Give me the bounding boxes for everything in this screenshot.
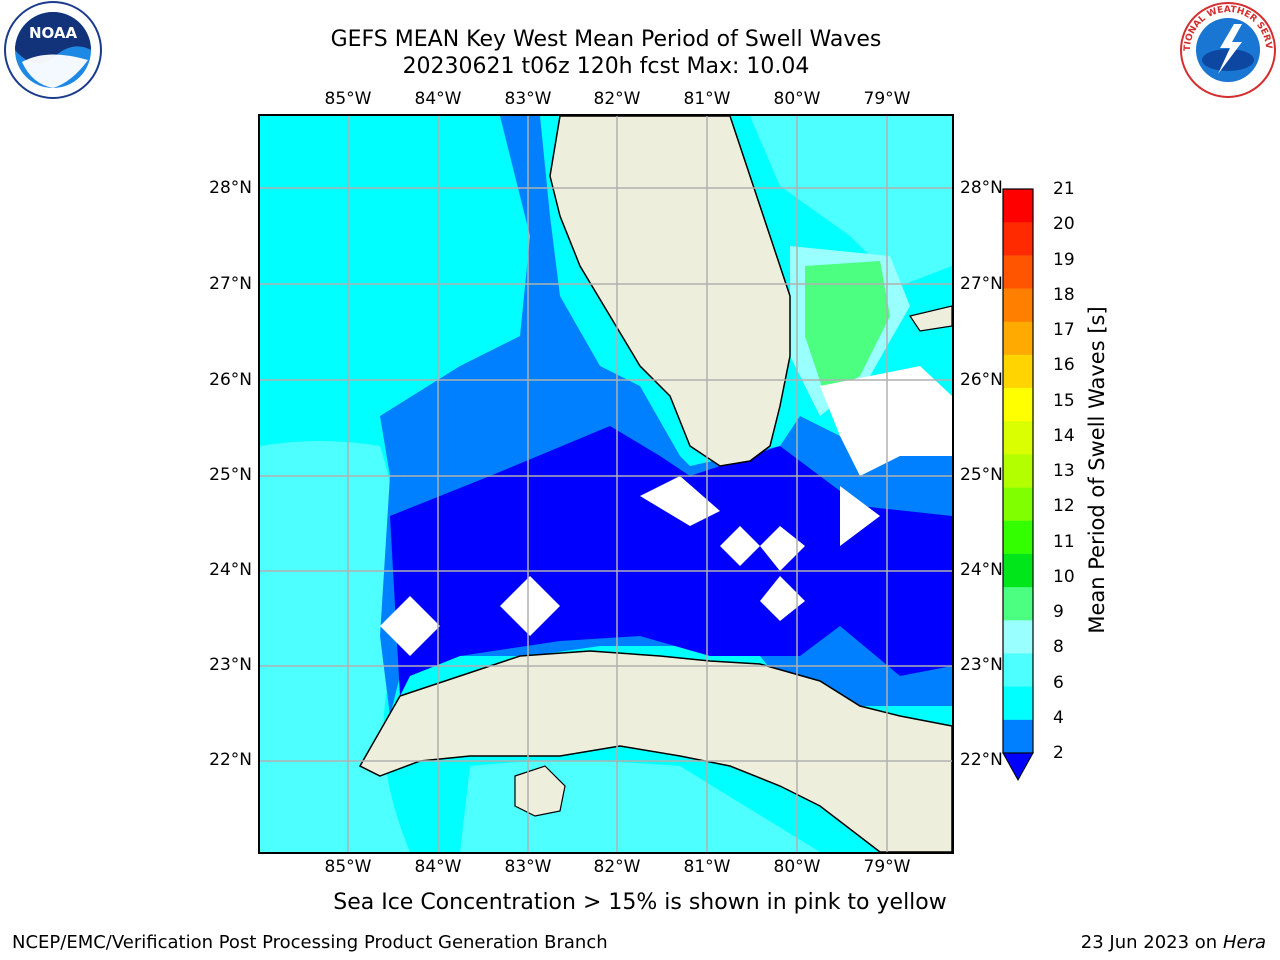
colorbar-frame	[1002, 188, 1034, 754]
noaa-logo: NOAA	[2, 0, 104, 100]
chart-title: GEFS MEAN Key West Mean Period of Swell …	[330, 27, 882, 52]
nws-logo: NATIONAL WEATHER SERVICE	[1172, 0, 1280, 100]
colorbar-tick-label: 9	[1053, 602, 1064, 622]
colorbar-extend-arrow	[1002, 752, 1034, 782]
lat-tick-right: 26°N	[960, 370, 1003, 390]
colorbar-cell	[1003, 686, 1033, 721]
mask-patch	[840, 486, 880, 546]
colorbar-cell	[1003, 321, 1033, 356]
colorbar-tick-label: 4	[1053, 707, 1064, 728]
mask-patch	[820, 366, 952, 476]
footer-date-text: 23 Jun 2023 on	[1080, 932, 1218, 953]
chart-subtitle: 20230621 t06z 120h fcst Max: 10.04	[402, 54, 810, 79]
colorbar-tick-label: 18	[1053, 284, 1075, 305]
lat-tick-left: 25°N	[209, 465, 252, 485]
colorbar-cell	[1003, 189, 1033, 223]
map-panel	[258, 114, 954, 854]
colorbar-cell	[1003, 454, 1033, 489]
lon-tick-bottom: 85°W	[324, 857, 372, 877]
footer-credit: NCEP/EMC/Verification Post Processing Pr…	[12, 932, 608, 953]
sea-ice-note: Sea Ice Concentration > 15% is shown in …	[333, 890, 947, 915]
swell-period-map	[260, 116, 952, 852]
colorbar-tick-label: 17	[1053, 320, 1075, 340]
colorbar-tick-label: 8	[1053, 637, 1064, 658]
lon-tick-top: 83°W	[504, 89, 552, 109]
colorbar-tick-label: 16	[1053, 355, 1075, 376]
colorbar-cell	[1003, 255, 1033, 290]
lat-tick-left: 23°N	[209, 655, 252, 675]
lon-tick-top: 80°W	[773, 89, 821, 109]
colorbar-cell	[1003, 388, 1033, 422]
colorbar-tick-label: 12	[1053, 496, 1075, 517]
lat-tick-right: 25°N	[960, 465, 1003, 485]
lon-tick-bottom: 79°W	[863, 857, 911, 877]
colorbar-tick-label: 15	[1053, 390, 1075, 411]
lon-tick-bottom: 82°W	[593, 857, 641, 877]
lon-tick-top: 84°W	[414, 89, 462, 109]
footer-date: 23 Jun 2023 on Hera	[1081, 932, 1266, 953]
lat-tick-left: 26°N	[209, 370, 252, 390]
colorbar-cell	[1003, 719, 1033, 754]
colorbar-cell	[1003, 620, 1033, 654]
colorbar-tick-label: 6	[1053, 672, 1064, 693]
lat-tick-left: 22°N	[209, 750, 252, 770]
lat-tick-right: 27°N	[960, 274, 1003, 294]
lon-tick-bottom: 80°W	[773, 857, 821, 877]
field-6-8s-northeast	[750, 116, 952, 286]
colorbar-cell	[1003, 520, 1033, 555]
colorbar-tick-label: 13	[1053, 461, 1075, 481]
colorbar-cell	[1003, 222, 1033, 256]
lon-tick-bottom: 81°W	[683, 857, 731, 877]
colorbar	[1002, 188, 1034, 782]
colorbar-title: Mean Period of Swell Waves [s]	[1085, 306, 1109, 634]
colorbar-tick-label: 10	[1053, 566, 1075, 587]
colorbar-tick-label: 19	[1053, 249, 1075, 270]
mask-patch	[500, 576, 560, 636]
lon-tick-bottom: 83°W	[504, 857, 552, 877]
land-bahamas	[909, 305, 952, 332]
colorbar-cell	[1003, 288, 1033, 323]
mask-patch	[760, 526, 805, 571]
lat-tick-right: 24°N	[960, 560, 1003, 580]
colorbar-cell	[1003, 587, 1033, 621]
lat-tick-right: 23°N	[960, 655, 1003, 675]
mask-patch	[720, 526, 760, 566]
lon-tick-top: 85°W	[324, 89, 372, 109]
colorbar-cell	[1003, 553, 1033, 588]
colorbar-tick-label: 11	[1053, 531, 1075, 552]
land-florida	[549, 116, 791, 467]
colorbar-tick-label: 2	[1053, 743, 1064, 763]
footer-host: Hera	[1222, 932, 1266, 953]
field-9-10s	[805, 261, 890, 396]
map-gridlines	[260, 116, 952, 852]
mask-patch	[760, 576, 805, 621]
colorbar-cell	[1003, 653, 1033, 688]
colorbar-cell	[1003, 487, 1033, 522]
lat-tick-left: 24°N	[209, 560, 252, 580]
lat-tick-right: 28°N	[960, 178, 1003, 198]
lat-tick-left: 27°N	[209, 274, 252, 294]
lon-tick-bottom: 84°W	[414, 857, 462, 877]
colorbar-tick-label: 21	[1053, 179, 1075, 199]
colorbar-cell	[1003, 421, 1033, 455]
lat-tick-right: 22°N	[960, 750, 1003, 770]
mask-patch	[380, 596, 440, 656]
lon-tick-top: 82°W	[593, 89, 641, 109]
lon-tick-top: 81°W	[683, 89, 731, 109]
lat-tick-left: 28°N	[209, 178, 252, 198]
mask-patch	[640, 476, 720, 526]
colorbar-cell	[1003, 354, 1033, 389]
colorbar-tick-label: 14	[1053, 425, 1075, 446]
land-cuba	[358, 650, 952, 852]
noaa-logo-text: NOAA	[29, 24, 78, 42]
lon-tick-top: 79°W	[863, 89, 911, 109]
colorbar-tick-label: 20	[1053, 214, 1075, 235]
